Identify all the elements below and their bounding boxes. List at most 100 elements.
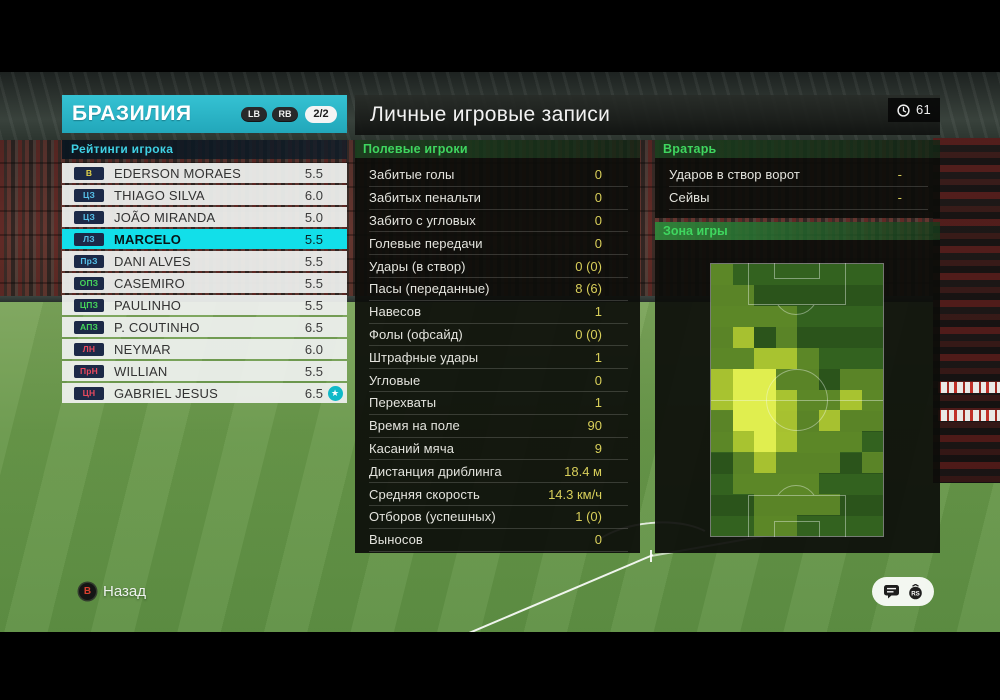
- stat-value: 1: [594, 395, 602, 411]
- player-row[interactable]: ОПЗ CASEMIRO 5.5: [62, 273, 347, 293]
- rb-shoulder-button-icon[interactable]: RB: [272, 106, 298, 122]
- position-badge: ЦПЗ: [74, 298, 104, 312]
- heatmap-cell: [797, 494, 819, 516]
- stat-row: Удары (в створ) 0 (0): [369, 255, 628, 278]
- player-rating: 5.5: [304, 165, 323, 181]
- stat-value: -: [897, 167, 902, 183]
- heatmap-cell: [732, 431, 754, 453]
- section-header-goalkeeper: Вратарь: [655, 140, 940, 158]
- stat-row: Пасы (переданные) 8 (6): [369, 278, 628, 301]
- player-row[interactable]: ЦЗ THIAGO SILVA 6.0: [62, 185, 347, 205]
- heatmap-cell: [861, 452, 883, 474]
- stat-value: 8 (6): [575, 281, 602, 297]
- stat-value: 9: [594, 440, 602, 456]
- pitch-heatmap: [710, 263, 884, 537]
- position-badge: ЦЗ: [74, 188, 104, 202]
- player-name: CASEMIRO: [114, 275, 185, 291]
- position-badge: ЛН: [74, 342, 104, 356]
- stat-label: Угловые: [369, 372, 421, 388]
- corner-hint-pill[interactable]: RS: [872, 577, 934, 606]
- stat-row: Навесов 1: [369, 301, 628, 324]
- stat-label: Забитые голы: [369, 167, 455, 183]
- match-time: 61: [887, 98, 940, 122]
- player-rating: 5.5: [304, 275, 323, 291]
- heatmap-cell: [775, 347, 797, 369]
- player-row[interactable]: ПрН WILLIAN 5.5: [62, 361, 347, 381]
- player-name: WILLIAN: [114, 363, 168, 379]
- player-row[interactable]: АПЗ P. COUTINHO 6.5: [62, 317, 347, 337]
- position-badge: ЦН: [74, 386, 104, 400]
- section-header-field-players: Полевые игроки: [355, 140, 640, 158]
- stat-value: 1: [594, 304, 602, 320]
- heatmap-cell: [732, 368, 754, 390]
- ad-strip: [938, 410, 1000, 421]
- stat-row: Средняя скорость 14.3 км/ч: [369, 483, 628, 506]
- stat-label: Выносов: [369, 532, 423, 548]
- heatmap-cell: [840, 389, 862, 411]
- player-row[interactable]: ЛЗ MARCELO 5.5: [62, 229, 347, 249]
- star-icon: ★: [327, 385, 343, 401]
- stat-row: Дистанция дриблинга 18.4 м: [369, 460, 628, 484]
- page-indicator: 2/2: [305, 105, 337, 123]
- heatmap-cell: [797, 347, 819, 369]
- stat-row: Голевые передачи 0: [369, 232, 628, 256]
- chat-icon[interactable]: [883, 584, 900, 599]
- stat-value: 0: [594, 532, 602, 548]
- back-button[interactable]: B Назад: [79, 583, 146, 600]
- player-rating: 5.5: [304, 297, 323, 313]
- player-rating: 6.5: [304, 319, 323, 335]
- stat-value: 18.4 м: [564, 463, 602, 479]
- position-badge: ЛЗ: [74, 232, 104, 246]
- player-row[interactable]: ЦПЗ PAULINHO 5.5: [62, 295, 347, 315]
- heatmap-cell: [861, 410, 883, 432]
- stat-label: Средняя скорость: [369, 486, 480, 502]
- stat-label: Дистанция дриблинга: [369, 463, 502, 479]
- heatmap-penalty-arc-bottom: [774, 484, 820, 495]
- heatmap-cell: [711, 326, 733, 348]
- clock-icon: [897, 103, 910, 117]
- player-row[interactable]: ЛН NEYMAR 6.0: [62, 339, 347, 359]
- heatmap-goal-area-bottom: [774, 521, 820, 537]
- position-badge: ПрН: [74, 364, 104, 378]
- right-stick-icon[interactable]: RS: [907, 583, 924, 600]
- goalkeeper-stats-table: Ударов в створ ворот - Сейвы -: [655, 158, 940, 218]
- stat-label: Фолы (офсайд): [369, 326, 463, 342]
- player-rating: 6.5: [304, 385, 323, 401]
- heatmap-cell: [775, 452, 797, 474]
- svg-text:RS: RS: [911, 590, 920, 597]
- player-row[interactable]: ЦН GABRIEL JESUS 6.5 ★: [62, 383, 347, 403]
- heatmap-cell: [818, 494, 840, 516]
- heatmap-center-circle: [766, 369, 828, 431]
- player-name: GABRIEL JESUS: [114, 385, 218, 401]
- heatmap-cell: [732, 347, 754, 369]
- stat-row: Перехваты 1: [369, 392, 628, 415]
- stat-label: Пасы (переданные): [369, 281, 490, 297]
- letterbox-top: [0, 0, 1000, 72]
- letterbox-bottom: [0, 632, 1000, 700]
- heatmap-cell: [711, 347, 733, 369]
- stat-row: Время на поле 90: [369, 415, 628, 438]
- position-badge: ОПЗ: [74, 276, 104, 290]
- player-name: THIAGO SILVA: [114, 187, 205, 203]
- player-rating: 5.5: [304, 253, 323, 269]
- stat-value: 0: [594, 372, 602, 388]
- stat-label: Забитых пенальти: [369, 190, 482, 206]
- player-rating: 5.5: [304, 363, 323, 379]
- heatmap-cell: [818, 431, 840, 453]
- stat-value: 0 (0): [575, 258, 602, 274]
- heatmap-cell: [797, 431, 819, 453]
- player-row[interactable]: В EDERSON MORAES 5.5: [62, 163, 347, 183]
- lb-shoulder-button-icon[interactable]: LB: [241, 106, 267, 122]
- player-rating: 5.0: [304, 209, 323, 225]
- stadium-stand-right: [933, 138, 1000, 483]
- heatmap-cell: [711, 389, 733, 411]
- heatmap-cell: [711, 368, 733, 390]
- stat-value: 1 (0): [575, 509, 602, 525]
- team-header: БРАЗИЛИЯ LB RB 2/2: [62, 95, 347, 133]
- player-name: EDERSON MORAES: [114, 165, 242, 181]
- player-name: PAULINHO: [114, 297, 182, 313]
- player-row[interactable]: ПрЗ DANI ALVES 5.5: [62, 251, 347, 271]
- player-row[interactable]: ЦЗ JOÃO MIRANDA 5.0: [62, 207, 347, 227]
- heatmap-cell: [775, 326, 797, 348]
